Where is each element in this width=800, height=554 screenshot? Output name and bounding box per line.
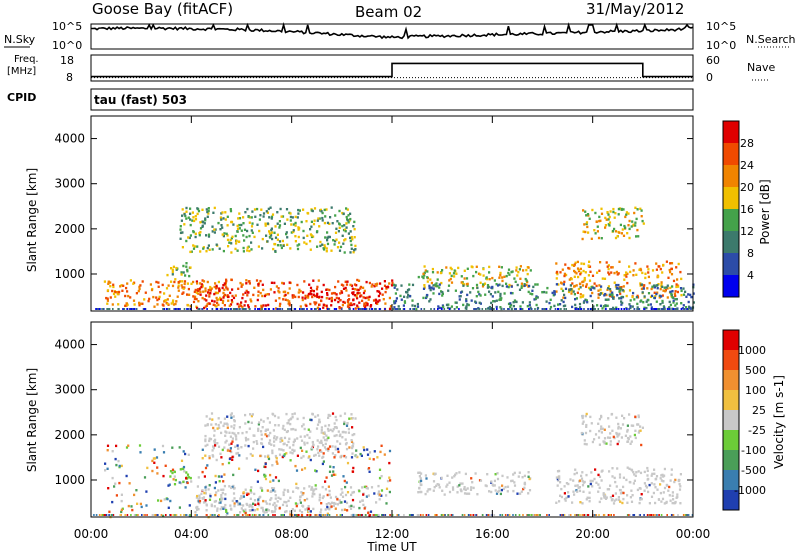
nave-right-tick-top: 60: [706, 54, 720, 67]
beam-title: Beam 02: [355, 3, 422, 21]
date-title: 31/May/2012: [586, 0, 684, 18]
frequency-panel: Freq. [MHz] 18 8 60 0 Nave: [7, 54, 775, 84]
freq-left-tick-bottom: 8: [66, 71, 73, 84]
power-yticks-tick-3: 4000: [54, 132, 85, 146]
velocity-cbar-swatch-0: [723, 490, 739, 510]
velocity-yaxis: 1000 2000 3000 4000: [54, 338, 693, 487]
cpid-frame: [90, 88, 694, 111]
velocity-yticks-tick-0: 1000: [54, 473, 85, 487]
velocity-cbar-swatch-3: [723, 430, 739, 450]
velocity-yticks-tick-1: 2000: [54, 428, 85, 442]
velocity-cbar-swatch-1: [723, 470, 739, 490]
nave-label: Nave: [747, 61, 775, 74]
power-cbar-swatch-2: [723, 231, 739, 253]
cpid-mode: tau (fast) 503: [94, 93, 187, 107]
velocity-cbar-tick-1: 500: [745, 364, 766, 377]
time-tick-2: 08:00: [274, 527, 309, 541]
velocity-panel: Slant Range [km] 1000 2000 3000 4000 1000 50…: [25, 321, 786, 519]
power-cbar-tick-0: 4: [747, 269, 754, 282]
velocity-colorbar-label: Velocity [m s-1]: [772, 375, 786, 469]
noise-right-label: N.Search: [746, 33, 796, 46]
noise-left-tick-bottom: 10^0: [52, 39, 82, 52]
velocity-yticks-tick-3: 4000: [54, 338, 85, 352]
power-heatmap: [95, 206, 695, 311]
power-cbar-swatch-1: [723, 253, 739, 275]
power-cbar-swatch-0: [723, 275, 739, 297]
velocity-cbar-swatch-8: [723, 330, 739, 350]
time-tick-0: 00:00: [74, 527, 109, 541]
noise-left-label: N.Sky: [4, 33, 36, 46]
noise-left-tick-top: 10^5: [52, 20, 82, 33]
velocity-cbar-tick-7: -1000: [734, 484, 766, 497]
noise-right-tick-top: 10^5: [706, 20, 736, 33]
time-tick-5: 20:00: [575, 527, 610, 541]
velocity-colorbar: 1000 500 100 25 -25 -100 -500 -1000: [722, 329, 766, 511]
power-cbar-tick-6: 28: [740, 137, 754, 150]
power-cbar-swatch-4: [723, 187, 739, 209]
freq-left-tick-top: 18: [60, 54, 74, 67]
frequency-trace: [91, 62, 693, 78]
noise-panel: N.Sky 10^5 10^0 10^5 10^0 N.Search: [4, 20, 796, 52]
velocity-cbar-tick-0: 1000: [738, 344, 766, 357]
power-cbar-swatch-7: [723, 121, 739, 143]
time-tick-3: 12:00: [375, 527, 410, 541]
frequency-frame: [90, 54, 694, 82]
power-cbar-tick-4: 20: [740, 181, 754, 194]
power-cbar-tick-5: 24: [740, 159, 754, 172]
time-axis-label: Time UT: [366, 540, 417, 554]
power-colorbar: 4 8 12 16 20 24 28: [722, 120, 754, 298]
velocity-cbar-swatch-7: [723, 350, 739, 370]
power-cbar-tick-3: 16: [740, 203, 754, 216]
time-tick-1: 04:00: [174, 527, 209, 541]
power-cbar-swatch-3: [723, 209, 739, 231]
freq-label: Freq.: [14, 54, 39, 65]
power-yticks-tick-2: 3000: [54, 177, 85, 191]
noise-right-tick-bottom: 10^0: [706, 39, 736, 52]
power-yaxis: 1000 2000 3000 4000: [54, 132, 693, 281]
nave-right-tick-bottom: 0: [706, 71, 713, 84]
freq-unit: [MHz]: [7, 66, 36, 77]
velocity-cbar-swatch-4: [723, 410, 739, 430]
velocity-cbar-tick-6: -500: [741, 464, 766, 477]
velocity-cbar-swatch-6: [723, 370, 739, 390]
velocity-cbar-tick-3: 25: [752, 404, 766, 417]
velocity-cbar-tick-2: 100: [745, 384, 766, 397]
power-panel: Slant Range [km] 1000 2000 3000 4000 4 8 12 16…: [25, 115, 772, 312]
velocity-yticks-tick-2: 3000: [54, 383, 85, 397]
velocity-cbar-tick-5: -100: [741, 444, 766, 457]
power-yticks-tick-0: 1000: [54, 267, 85, 281]
power-cbar-swatch-5: [723, 165, 739, 187]
time-axis: 00:00 04:00 08:00 12:00 16:00 20:00 00:00: [74, 116, 711, 541]
power-colorbar-label: Power [dB]: [758, 179, 772, 244]
velocity-ylabel: Slant Range [km]: [25, 368, 39, 472]
noise-frame: [90, 23, 694, 50]
power-cbar-tick-1: 8: [747, 247, 754, 260]
power-ylabel: Slant Range [km]: [25, 168, 39, 272]
power-cbar-tick-2: 12: [740, 225, 754, 238]
time-tick-6: 00:00: [676, 527, 711, 541]
cpid-label: CPID: [7, 91, 36, 104]
time-tick-4: 16:00: [475, 527, 510, 541]
power-cbar-swatch-6: [723, 143, 739, 165]
noise-trace: [91, 22, 694, 40]
velocity-cbar-swatch-2: [723, 450, 739, 470]
velocity-cbar-swatch-5: [723, 390, 739, 410]
station-title: Goose Bay (fitACF): [92, 0, 233, 18]
velocity-cbar-tick-4: -25: [748, 424, 766, 437]
power-yticks-tick-1: 2000: [54, 222, 85, 236]
